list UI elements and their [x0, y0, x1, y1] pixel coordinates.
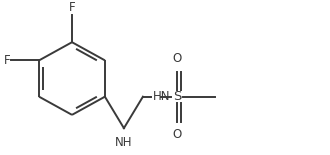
Text: F: F — [69, 2, 75, 14]
Text: O: O — [172, 128, 182, 141]
Text: F: F — [4, 54, 10, 67]
Text: HN: HN — [153, 90, 170, 103]
Text: S: S — [173, 90, 181, 103]
Text: O: O — [172, 52, 182, 65]
Text: NH: NH — [115, 136, 133, 149]
